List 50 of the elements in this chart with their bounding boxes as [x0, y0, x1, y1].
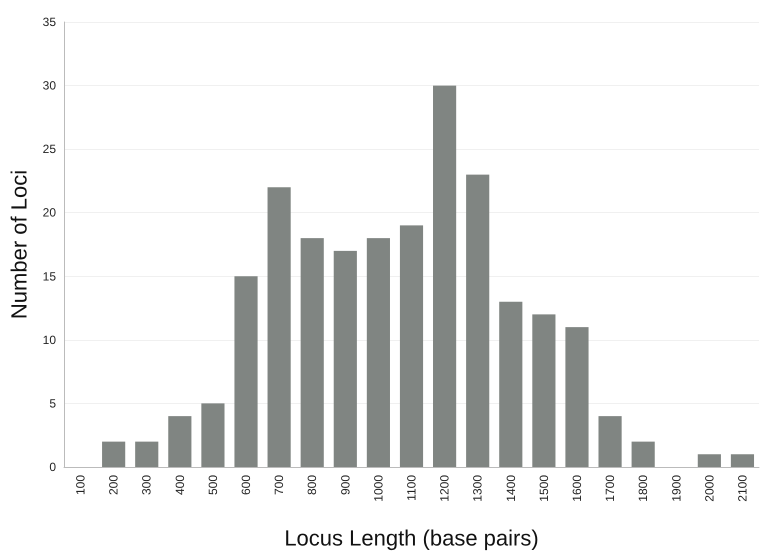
x-tick-label: 300 [140, 474, 154, 496]
y-tick-label: 35 [42, 15, 56, 29]
bar [532, 314, 556, 467]
x-tick-label: 1100 [404, 474, 418, 501]
bar [565, 327, 589, 467]
x-tick-label: 700 [272, 474, 286, 496]
x-tick-label: 200 [106, 474, 121, 496]
y-tick-label: 15 [42, 269, 56, 284]
bar [400, 225, 424, 467]
bar [268, 187, 291, 467]
x-tick-label: 1900 [669, 474, 684, 502]
x-tick-label: 500 [206, 474, 220, 496]
x-tick-label: 2000 [702, 474, 716, 502]
bar [632, 442, 655, 467]
y-tick-label: 10 [42, 332, 56, 347]
x-tick-label: 1200 [438, 474, 452, 502]
bar [102, 442, 126, 467]
bar [499, 302, 522, 467]
bar [466, 174, 490, 467]
x-axis-title: Locus Length (base pairs) [284, 526, 539, 550]
x-tick-label: 1300 [470, 474, 485, 502]
x-tick-label: 800 [305, 474, 320, 496]
x-tick-label: 1000 [371, 474, 386, 502]
x-tick-label: 400 [172, 474, 187, 496]
x-tick-label: 100 [74, 474, 88, 496]
x-tick-label: 600 [239, 474, 254, 496]
y-tick-label: 25 [42, 142, 56, 156]
bar [334, 250, 357, 467]
y-tick-label: 5 [49, 396, 56, 410]
x-tick-label: 1800 [636, 474, 650, 502]
bar [300, 238, 324, 467]
y-tick-label: 30 [42, 78, 56, 93]
x-tick-label: 1700 [603, 474, 618, 502]
y-tick-label: 20 [42, 206, 56, 220]
bar [433, 86, 456, 467]
bar [730, 454, 754, 467]
bar [168, 416, 192, 467]
y-axis-title: Number of Loci [6, 170, 32, 320]
bar [598, 416, 622, 467]
x-tick-label: 1500 [536, 474, 551, 502]
bar [366, 238, 390, 467]
x-tick-label: 1600 [570, 474, 584, 502]
x-tick-label: 2100 [735, 474, 750, 502]
x-tick-label: 900 [338, 474, 352, 496]
bar [135, 442, 158, 467]
y-tick-label: 0 [49, 460, 56, 474]
bar [201, 403, 225, 467]
bar [698, 454, 721, 467]
x-tick-label: 1400 [504, 474, 518, 502]
bar [234, 276, 258, 467]
